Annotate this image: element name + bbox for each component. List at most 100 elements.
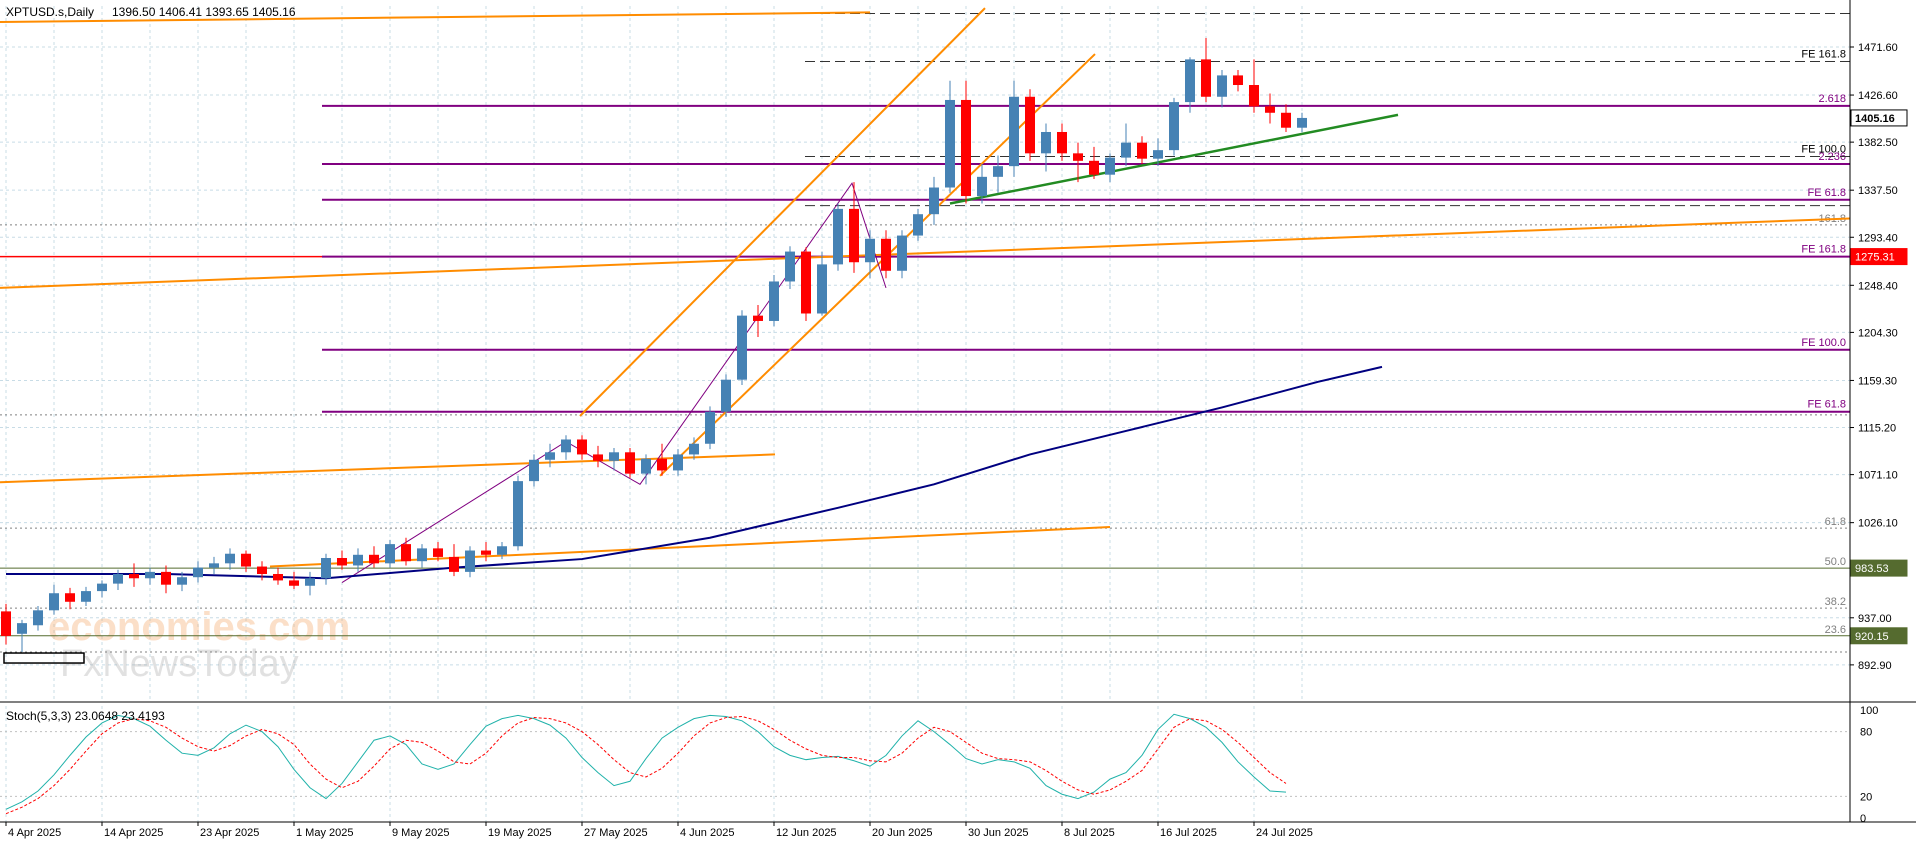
candle-body	[801, 251, 811, 314]
stoch-tick-label: 100	[1860, 705, 1878, 717]
price-tag-bg	[1850, 109, 1908, 127]
candle	[1265, 93, 1275, 124]
stoch-main-line	[5, 713, 1287, 810]
candle	[193, 561, 203, 583]
candle-body	[449, 556, 459, 572]
candle	[1089, 146, 1099, 179]
stoch-tick-label: 20	[1860, 791, 1872, 803]
candle	[129, 563, 139, 587]
candle-body	[1025, 96, 1035, 154]
candle-body	[1105, 157, 1115, 175]
candle-body	[1281, 112, 1291, 128]
candle	[401, 537, 411, 566]
candle-body	[81, 591, 91, 602]
retracement-label: 50.0	[1825, 556, 1846, 568]
watermark-line2: FxNewsToday	[60, 643, 299, 685]
candle-body	[33, 610, 43, 626]
price-tick-label: 1426.60	[1858, 90, 1898, 102]
candle	[49, 584, 59, 615]
price-tag-label: 1405.16	[1855, 113, 1895, 125]
candle	[1009, 80, 1019, 177]
candle	[513, 475, 523, 551]
candle-body	[769, 281, 779, 321]
candle	[753, 304, 763, 337]
candle-body	[721, 379, 731, 412]
price-tick-label: 1337.50	[1858, 185, 1898, 197]
price-tag: 983.53	[1850, 559, 1908, 577]
candle	[897, 230, 907, 279]
candle	[705, 406, 715, 450]
candle-body	[673, 454, 683, 471]
candle	[673, 449, 683, 476]
candle	[993, 155, 1003, 193]
channel-line	[0, 11, 871, 24]
time-tick-label: 12 Jun 2025	[776, 827, 837, 839]
candle-body	[913, 214, 923, 236]
candle-body	[1, 611, 11, 636]
price-tag: 1275.31	[1850, 248, 1908, 266]
candle-body	[305, 578, 315, 586]
candle	[721, 374, 731, 418]
price-tick-label: 1204.30	[1858, 327, 1898, 339]
candle-body	[529, 459, 539, 482]
dashed-level-label: FE 161.8	[1801, 49, 1846, 61]
candle-body	[289, 580, 299, 586]
candle	[1233, 70, 1243, 92]
watermark: economies.com FxNewsToday	[48, 605, 350, 685]
candle-body	[593, 454, 603, 461]
candle	[1153, 138, 1163, 167]
candle-body	[49, 593, 59, 611]
price-tag-label: 920.15	[1855, 631, 1889, 643]
candle	[801, 247, 811, 321]
candle	[353, 548, 363, 572]
candle	[465, 546, 475, 578]
candle-body	[1201, 59, 1211, 97]
channel-line	[659, 53, 1096, 477]
stoch-signal-line	[5, 715, 1287, 815]
candle-body	[193, 567, 203, 578]
candle-body	[1169, 102, 1179, 151]
price-tick-label: 1071.10	[1858, 470, 1898, 482]
price-tag: 1405.16	[1850, 109, 1908, 127]
candle-body	[753, 315, 763, 321]
candle-body	[497, 546, 507, 555]
candle-body	[817, 264, 827, 314]
candle-body	[369, 554, 379, 564]
candle	[497, 541, 507, 560]
time-tick-label: 30 Jun 2025	[968, 827, 1029, 839]
candle	[769, 275, 779, 327]
candle-body	[929, 187, 939, 215]
candle	[337, 550, 347, 570]
price-tick-label: 1026.10	[1858, 518, 1898, 530]
candle-body	[849, 208, 859, 263]
price-tag-label: 1275.31	[1855, 252, 1895, 264]
candle	[689, 437, 699, 460]
candle	[1073, 142, 1083, 183]
candle	[1249, 59, 1259, 113]
candle	[929, 176, 939, 225]
candle-body	[1249, 85, 1259, 107]
candle-body	[161, 571, 171, 585]
zigzag-line	[341, 182, 887, 583]
time-tick-label: 24 Jul 2025	[1256, 827, 1313, 839]
time-tick-label: 27 May 2025	[584, 827, 648, 839]
candle	[737, 310, 747, 386]
candle-body	[65, 593, 75, 602]
price-tick-label: 1115.20	[1858, 423, 1896, 435]
candles	[1, 38, 1307, 652]
candle	[1185, 57, 1195, 113]
candle-body	[785, 251, 795, 282]
candle	[481, 541, 491, 562]
candle	[145, 567, 155, 585]
candle	[577, 435, 587, 460]
candle	[1297, 112, 1307, 132]
candle-body	[273, 574, 283, 581]
channel-line	[579, 7, 986, 417]
candle	[273, 567, 283, 585]
info-box	[3, 652, 85, 664]
grid	[0, 6, 1850, 822]
price-tick-label: 1382.50	[1858, 137, 1898, 149]
